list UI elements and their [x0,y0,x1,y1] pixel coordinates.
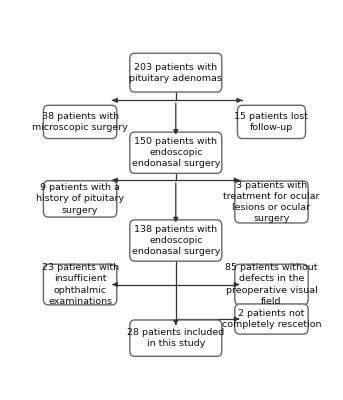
FancyBboxPatch shape [130,53,222,92]
FancyBboxPatch shape [44,264,117,305]
FancyBboxPatch shape [44,105,117,138]
Text: 2 patients not
completely rescetion: 2 patients not completely rescetion [222,309,321,329]
FancyBboxPatch shape [237,105,306,138]
Text: 15 patients lost
follow-up: 15 patients lost follow-up [235,112,308,132]
FancyBboxPatch shape [130,320,222,356]
FancyBboxPatch shape [130,220,222,261]
Text: 23 patients with
insufficient
ophthalmic
examinations: 23 patients with insufficient ophthalmic… [42,263,119,306]
FancyBboxPatch shape [235,304,308,334]
Text: 38 patients with
microscopic surgery: 38 patients with microscopic surgery [32,112,128,132]
FancyBboxPatch shape [130,132,222,173]
FancyBboxPatch shape [235,181,308,223]
Text: 9 patients with a
history of pituitary
surgery: 9 patients with a history of pituitary s… [36,183,124,214]
Text: 85 patients without
defects in the
preoperative visual
field: 85 patients without defects in the preop… [225,263,318,306]
Text: 28 patients included
in this study: 28 patients included in this study [127,328,224,348]
Text: 203 patients with
pituitary adenomas: 203 patients with pituitary adenomas [129,62,222,83]
FancyBboxPatch shape [44,181,117,217]
Text: 150 patients with
endoscopic
endonasal surgery: 150 patients with endoscopic endonasal s… [132,137,220,168]
Text: 138 patients with
endoscopic
endonasal surgery: 138 patients with endoscopic endonasal s… [132,225,220,256]
Text: 3 patients with
treatment for ocular
lesions or ocular
surgery: 3 patients with treatment for ocular les… [223,181,320,223]
FancyBboxPatch shape [235,264,308,305]
